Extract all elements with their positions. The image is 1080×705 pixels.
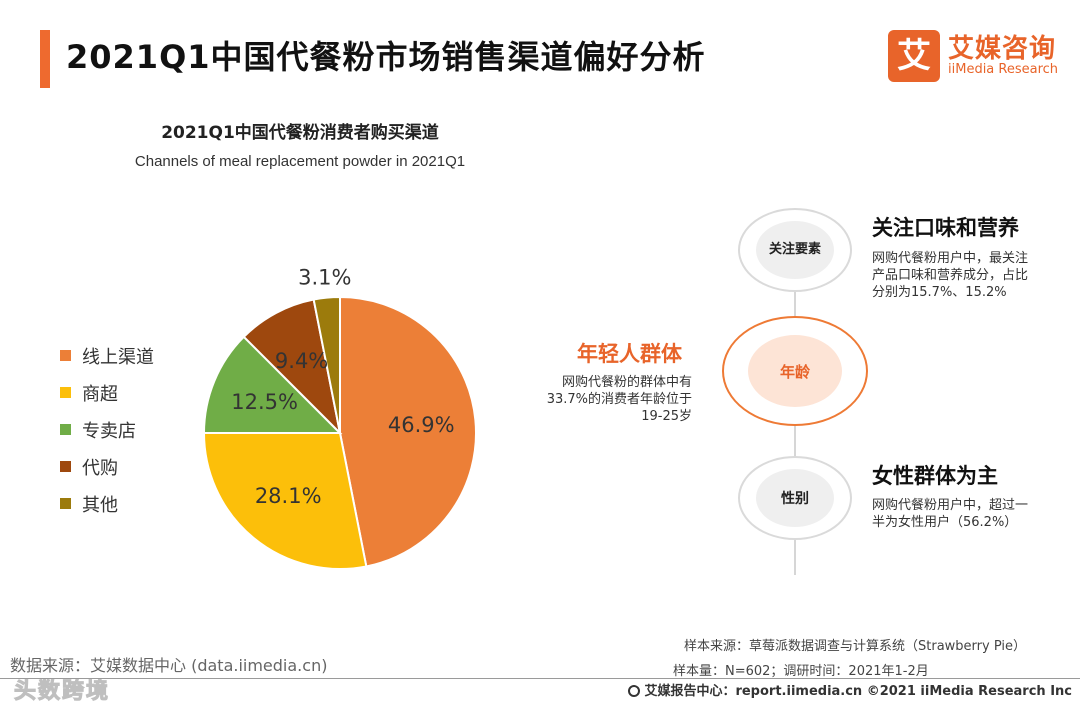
- logo-english-name: iiMedia Research: [948, 62, 1059, 77]
- legend-label: 线上渠道: [82, 347, 154, 368]
- age-description: 网购代餐粉的群体中有33.7%的消费者年龄位于19-25岁: [546, 375, 692, 424]
- pie-slice-4: [242, 298, 342, 437]
- report-center-footer: 艾媒报告中心：report.iimedia.cn ©2021 iiMedia R…: [628, 680, 1072, 699]
- report-center-text: 艾媒报告中心：report.iimedia.cn ©2021 iiMedia R…: [644, 684, 1072, 699]
- pie-chart: 46.9% 28.1% 12.5% 9.4% 3.1%: [202, 266, 477, 570]
- globe-icon: [628, 685, 641, 697]
- focus-heading: 关注口味和营养: [872, 216, 1019, 240]
- age-node: 年龄: [722, 316, 868, 426]
- logo-chinese-name: 艾媒咨询: [948, 34, 1057, 64]
- footer-divider: [0, 678, 1080, 679]
- legend-swatch: [60, 350, 71, 361]
- chart-subtitle: Channels of meal replacement powder in 2…: [134, 153, 466, 170]
- slice-label-5: 3.1%: [298, 266, 351, 290]
- title-accent-bar: [40, 30, 50, 88]
- age-heading: 年轻人群体: [577, 342, 682, 366]
- legend-label: 其他: [82, 495, 118, 516]
- legend-swatch: [60, 387, 71, 398]
- slice-label-3: 12.5%: [231, 390, 298, 414]
- pie-slice-1: [339, 295, 477, 568]
- watermark: 头数跨境: [13, 679, 111, 705]
- legend-label: 专卖店: [82, 421, 136, 442]
- gender-node: 性别: [738, 456, 852, 540]
- legend-swatch: [60, 498, 71, 509]
- legend-swatch: [60, 461, 71, 472]
- sample-source: 样本来源：草莓派数据调查与计算系统（Strawberry Pie）: [684, 639, 1026, 654]
- slice-label-1: 46.9%: [388, 413, 455, 437]
- focus-node-label: 关注要素: [756, 221, 834, 279]
- slice-label-4: 9.4%: [275, 349, 328, 373]
- gender-heading: 女性群体为主: [872, 464, 998, 488]
- legend-swatch: [60, 424, 71, 435]
- slice-label-2: 28.1%: [255, 484, 322, 508]
- pie-slice-3: [202, 335, 343, 434]
- gender-node-label: 性别: [756, 469, 834, 527]
- focus-node: 关注要素: [738, 208, 852, 292]
- iimedia-logo: 艾 艾媒咨询 iiMedia Research: [888, 30, 1078, 86]
- gender-description: 网购代餐粉用户中，超过一半为女性用户（56.2%）: [872, 498, 1029, 530]
- logo-mark-icon: 艾: [888, 30, 940, 82]
- age-node-label: 年龄: [748, 335, 842, 407]
- pie-slice-2: [202, 432, 368, 570]
- chart-title: 2021Q1中国代餐粉消费者购买渠道: [161, 123, 439, 143]
- data-source: 数据来源：艾媒数据中心 (data.iimedia.cn): [10, 656, 328, 675]
- focus-description: 网购代餐粉用户中，最关注产品口味和营养成分，占比分别为15.7%、15.2%: [872, 251, 1029, 300]
- page-title: 2021Q1中国代餐粉市场销售渠道偏好分析: [66, 38, 706, 76]
- sample-size: 样本量：N=602；调研时间：2021年1-2月: [673, 664, 929, 679]
- legend-label: 商超: [82, 384, 118, 405]
- legend-label: 代购: [82, 458, 118, 479]
- pie-slice-5: [312, 295, 341, 434]
